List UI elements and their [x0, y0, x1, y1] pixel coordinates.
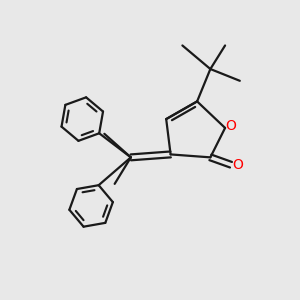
- Text: O: O: [232, 158, 243, 172]
- Text: O: O: [225, 119, 236, 134]
